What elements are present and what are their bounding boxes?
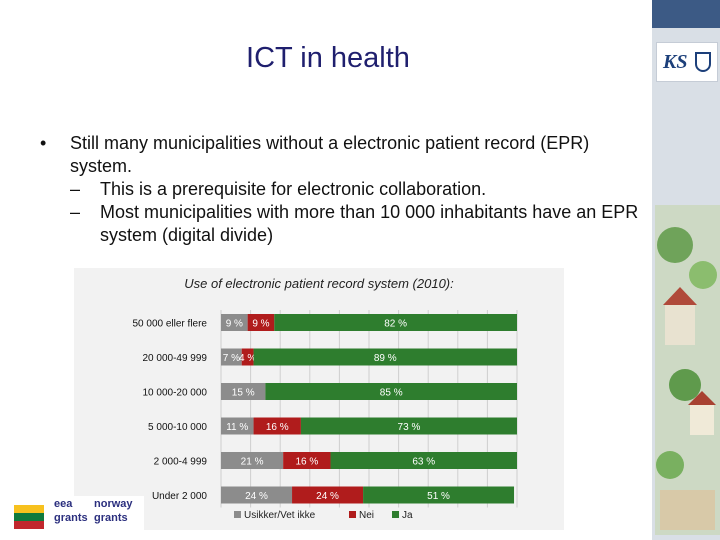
bar-segment: [292, 486, 364, 504]
bar-segment: [247, 314, 275, 331]
bar-segment: [283, 452, 331, 469]
category-label: 2 000-4 999: [154, 457, 208, 468]
bar-segment: [221, 383, 266, 400]
dash-icon: –: [70, 202, 81, 222]
data-label: 63 %: [412, 457, 435, 468]
norway-logo-text: norway: [94, 498, 133, 510]
legend-label: Nei: [359, 510, 374, 521]
data-label: 24 %: [316, 491, 339, 502]
category-label: Under 2 000: [152, 491, 207, 502]
eea-norway-grants-logo: eea norway grants grants: [52, 496, 144, 532]
bullet-item: • Still many municipalities without a el…: [40, 132, 640, 178]
legend-label: Ja: [402, 510, 413, 521]
slide-title: ICT in health: [246, 42, 410, 74]
category-label: 20 000-49 999: [142, 353, 207, 364]
bar-segment: [300, 417, 517, 435]
bar-segment: [241, 348, 254, 366]
data-label: 11 %: [226, 422, 248, 433]
side-illustration: [655, 205, 720, 535]
sub-bullet-item: – This is a prerequisite for electronic …: [40, 178, 640, 201]
bullet-text: Still many municipalities without a elec…: [70, 133, 590, 176]
data-label: 82 %: [384, 319, 407, 330]
data-label: 85 %: [380, 388, 403, 399]
legend-swatch: [392, 511, 399, 518]
data-label: 51 %: [427, 491, 450, 502]
side-top-band: [652, 0, 720, 28]
bullet-dot-icon: •: [40, 133, 47, 153]
legend-label: Usikker/Vet ikke: [244, 510, 316, 521]
grants-logo-text: grants: [94, 512, 128, 524]
data-label: 21 %: [241, 457, 264, 468]
data-label: 9 %: [226, 319, 243, 330]
bar-segment: [274, 314, 517, 331]
grants-logo-text: grants: [54, 512, 88, 524]
bar-segment: [265, 383, 517, 400]
bar-segment: [221, 486, 293, 504]
sub-bullet-text: This is a prerequisite for electronic co…: [100, 179, 487, 199]
shield-icon: [695, 52, 711, 72]
bar-segment: [253, 417, 301, 435]
stacked-bar-chart: 50 000 eller flere 9 % 9 % 82 % 20 000-49 99…: [133, 310, 518, 521]
sub-bullet-item: – Most municipalities with more than 10 …: [40, 201, 640, 247]
chart-title: Use of electronic patient record system …: [184, 276, 454, 291]
bar-segment: [221, 314, 248, 331]
data-label: 89 %: [374, 353, 397, 364]
bar-segment: [253, 348, 517, 366]
bar-segment: [330, 452, 517, 469]
data-label: 24 %: [245, 491, 268, 502]
bar-segment: [363, 486, 515, 504]
lithuania-flag-icon: [14, 505, 44, 529]
data-label: 9 %: [252, 319, 269, 330]
bar-segment: [221, 348, 242, 366]
bullet-list: • Still many municipalities without a el…: [40, 132, 640, 247]
ks-logo-text: KS: [663, 50, 688, 73]
bar-segment: [221, 452, 284, 469]
data-label: 15 %: [232, 388, 255, 399]
data-label: 7 %: [223, 353, 240, 364]
category-label: 5 000-10 000: [148, 422, 207, 433]
legend-swatch: [349, 511, 356, 518]
category-label: 50 000 eller flere: [133, 319, 208, 330]
category-label: 10 000-20 000: [142, 388, 207, 399]
bar-segment: [221, 417, 254, 435]
ks-logo: KS: [656, 42, 718, 82]
eea-logo-text: eea: [54, 498, 73, 510]
data-label: 73 %: [398, 422, 421, 433]
dash-icon: –: [70, 179, 81, 199]
sub-bullet-text: Most municipalities with more than 10 00…: [100, 202, 639, 245]
legend-swatch: [234, 511, 241, 518]
data-label: 4 %: [239, 353, 256, 364]
data-label: 16 %: [266, 422, 289, 433]
data-label: 16 %: [295, 457, 318, 468]
